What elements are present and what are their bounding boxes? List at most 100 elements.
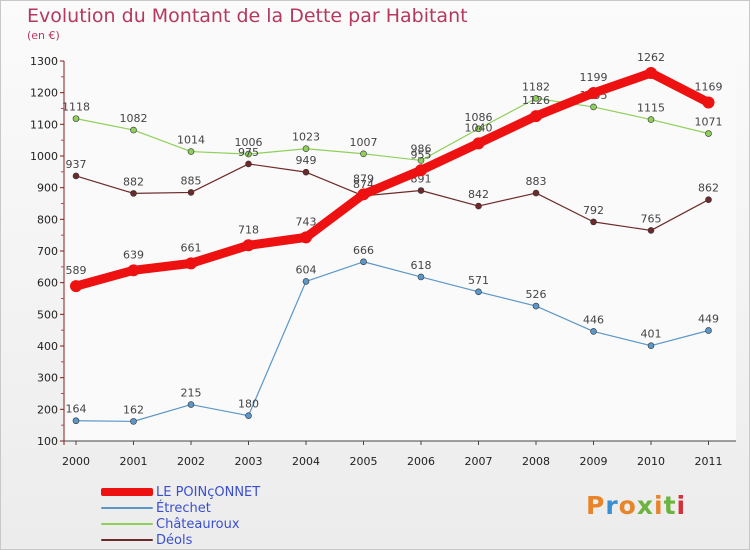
data-label-chateauroux: 1118 <box>62 101 90 114</box>
data-label-chateauroux: 1182 <box>522 80 550 93</box>
data-label-deols: 883 <box>526 175 547 188</box>
legend-item: Châteauroux <box>101 516 260 532</box>
data-point-chateauroux <box>647 116 655 123</box>
data-label-le-poinconnet: 1040 <box>465 121 493 134</box>
data-label-le-poinconnet: 1199 <box>580 71 608 84</box>
data-label-le-poinconnet: 1169 <box>695 80 723 93</box>
x-tick-label: 2007 <box>465 455 493 468</box>
y-tick-label: 300 <box>37 372 58 385</box>
legend-swatch <box>101 507 153 509</box>
data-point-etrechet <box>72 417 80 425</box>
data-label-etrechet: 215 <box>181 387 202 400</box>
data-label-chateauroux: 1023 <box>292 131 320 144</box>
legend-label: LE POINçONNET <box>156 484 261 500</box>
data-point-le-poinconnet <box>242 239 255 252</box>
series-line-etrechet <box>75 261 710 422</box>
data-point-etrechet <box>705 327 712 334</box>
data-label-etrechet: 618 <box>411 259 432 272</box>
data-label-deols: 862 <box>698 182 719 195</box>
data-point-le-poinconnet <box>587 86 600 99</box>
data-label-le-poinconnet: 1126 <box>522 94 550 107</box>
data-label-chateauroux: 1014 <box>177 134 205 147</box>
data-label-etrechet: 446 <box>583 313 604 326</box>
data-point-deols <box>532 189 540 197</box>
legend-swatch <box>101 523 153 525</box>
series-line-chateauroux <box>75 97 710 162</box>
data-point-deols <box>475 202 482 210</box>
series-line-le-poinconnet <box>71 68 713 291</box>
y-tick-label: 500 <box>37 308 58 321</box>
data-point-le-poinconnet <box>357 188 370 201</box>
data-label-le-poinconnet: 589 <box>66 264 87 277</box>
data-label-etrechet: 162 <box>123 403 144 416</box>
y-tick-label: 600 <box>37 277 58 290</box>
data-label-deols: 885 <box>181 174 202 187</box>
data-point-etrechet <box>532 302 540 310</box>
y-tick-label: 900 <box>37 182 58 195</box>
data-label-etrechet: 571 <box>468 274 489 287</box>
legend-item: Déols <box>101 532 260 548</box>
x-tick-label: 2006 <box>407 455 435 468</box>
y-tick-label: 100 <box>37 435 58 448</box>
data-point-chateauroux <box>590 103 597 111</box>
legend-swatch <box>101 539 153 541</box>
legend-swatch <box>101 488 153 496</box>
data-point-le-poinconnet <box>645 67 657 80</box>
data-label-chateauroux: 1006 <box>235 136 263 149</box>
chart-legend: LE POINçONNET Étrechet Châteauroux Déols <box>101 484 260 548</box>
data-label-le-poinconnet: 879 <box>353 172 374 185</box>
plot-area <box>64 61 736 441</box>
data-label-chateauroux: 1115 <box>637 102 665 115</box>
data-label-etrechet: 164 <box>66 403 87 416</box>
data-label-le-poinconnet: 1262 <box>637 51 665 64</box>
data-label-etrechet: 401 <box>641 328 662 341</box>
logo-letter: x <box>636 491 654 520</box>
data-point-chateauroux <box>72 115 80 122</box>
x-tick-label: 2003 <box>235 455 263 468</box>
data-point-chateauroux <box>475 125 482 133</box>
x-tick-label: 2004 <box>292 455 320 468</box>
data-point-etrechet <box>647 342 655 349</box>
x-tick-label: 2008 <box>522 455 550 468</box>
data-point-etrechet <box>475 288 482 296</box>
data-point-le-poinconnet <box>530 110 542 123</box>
data-point-deols <box>647 227 655 234</box>
data-label-chateauroux: 1007 <box>350 136 378 149</box>
data-label-etrechet: 449 <box>698 312 719 325</box>
data-point-chateauroux <box>302 145 310 153</box>
y-tick-label: 800 <box>37 213 58 226</box>
data-point-deols <box>245 160 252 168</box>
logo-letter: i <box>676 491 687 520</box>
data-label-deols: 882 <box>123 175 144 188</box>
x-tick-label: 2010 <box>637 455 665 468</box>
x-tick-label: 2001 <box>120 455 148 468</box>
data-point-chateauroux <box>187 148 195 155</box>
chart-subtitle: (en €) <box>27 29 60 42</box>
data-point-chateauroux <box>705 130 712 137</box>
data-point-deols <box>417 187 425 194</box>
data-point-chateauroux <box>417 157 425 164</box>
data-label-etrechet: 666 <box>353 244 374 257</box>
legend-item: Étrechet <box>101 500 260 516</box>
data-point-le-poinconnet <box>415 164 427 177</box>
y-tick-label: 1300 <box>30 55 58 68</box>
data-label-etrechet: 526 <box>526 288 547 301</box>
y-tick-label: 1000 <box>30 150 58 163</box>
series-line-deols <box>75 163 710 232</box>
logo-letter: i <box>654 491 664 520</box>
logo-letter: o <box>618 491 637 520</box>
legend-label: Châteauroux <box>156 516 240 532</box>
data-label-deols: 842 <box>468 188 489 201</box>
data-point-etrechet <box>130 418 137 425</box>
legend-item: LE POINçONNET <box>101 484 260 500</box>
logo-letter: t <box>663 491 677 520</box>
legend-label: Déols <box>156 532 193 548</box>
data-label-chateauroux: 986 <box>411 142 432 155</box>
data-point-deols <box>705 196 712 203</box>
y-tick-label: 200 <box>37 403 58 416</box>
x-tick-label: 2005 <box>350 455 378 468</box>
data-label-le-poinconnet: 955 <box>411 148 432 161</box>
logo-letter: P <box>586 491 606 520</box>
data-label-le-poinconnet: 718 <box>238 223 259 236</box>
